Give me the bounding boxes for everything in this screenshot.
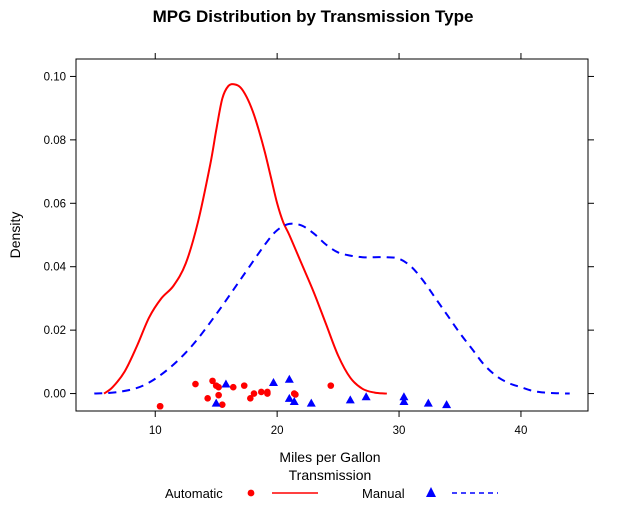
point-manual bbox=[289, 396, 299, 405]
legend-label-manual: Manual bbox=[362, 486, 405, 501]
point-automatic bbox=[247, 395, 254, 402]
y-axis-label: Density bbox=[7, 212, 23, 259]
density-curve-manual bbox=[94, 222, 570, 395]
point-manual bbox=[211, 398, 221, 407]
y-tick-label: 0.04 bbox=[44, 262, 67, 274]
x-tick-label: 40 bbox=[515, 425, 528, 437]
y-tick-label: 0.10 bbox=[44, 71, 66, 83]
density-curves bbox=[94, 83, 570, 395]
point-manual bbox=[221, 379, 231, 388]
point-automatic bbox=[209, 377, 216, 385]
point-automatic bbox=[327, 382, 335, 389]
x-axis: 10 20 30 40 bbox=[149, 53, 528, 437]
point-manual bbox=[284, 393, 294, 402]
x-tick-label: 20 bbox=[271, 425, 284, 437]
point-manual bbox=[284, 374, 294, 383]
point-automatic bbox=[240, 382, 248, 389]
point-manual bbox=[306, 398, 316, 407]
plot-frame bbox=[75, 58, 589, 412]
legend-title: Transmission bbox=[289, 467, 372, 483]
density-curve-automatic bbox=[103, 83, 387, 395]
point-automatic bbox=[192, 380, 199, 388]
x-axis-label: Miles per Gallon bbox=[279, 449, 380, 465]
point-automatic bbox=[215, 383, 222, 391]
legend: Transmission Automatic Manual bbox=[165, 467, 498, 501]
data-points bbox=[156, 374, 452, 410]
chart-title: MPG Distribution by Transmission Type bbox=[153, 7, 474, 26]
x-tick-label: 10 bbox=[149, 425, 162, 437]
point-manual bbox=[268, 377, 278, 386]
y-tick-label: 0.02 bbox=[44, 325, 66, 337]
point-automatic bbox=[250, 390, 258, 397]
point-automatic bbox=[156, 402, 164, 410]
legend-marker-manual bbox=[426, 487, 436, 497]
point-manual bbox=[345, 395, 355, 404]
point-manual bbox=[442, 400, 452, 409]
point-automatic bbox=[257, 388, 265, 396]
point-manual bbox=[399, 396, 409, 405]
y-tick-label: 0.00 bbox=[44, 389, 66, 401]
y-tick-label: 0.06 bbox=[44, 198, 66, 210]
point-automatic bbox=[218, 401, 226, 408]
point-automatic bbox=[204, 395, 211, 402]
point-manual bbox=[361, 392, 371, 401]
point-manual bbox=[423, 398, 433, 407]
point-automatic bbox=[292, 391, 299, 398]
point-manual bbox=[399, 392, 409, 401]
point-automatic bbox=[264, 388, 271, 396]
legend-label-automatic: Automatic bbox=[165, 486, 223, 501]
legend-marker-automatic bbox=[247, 489, 255, 497]
y-tick-label: 0.08 bbox=[44, 135, 66, 147]
point-automatic bbox=[215, 391, 222, 399]
point-automatic bbox=[229, 383, 237, 391]
y-axis: 0.00 0.02 0.04 0.06 0.08 0.10 bbox=[44, 71, 594, 401]
x-tick-label: 30 bbox=[393, 425, 406, 437]
